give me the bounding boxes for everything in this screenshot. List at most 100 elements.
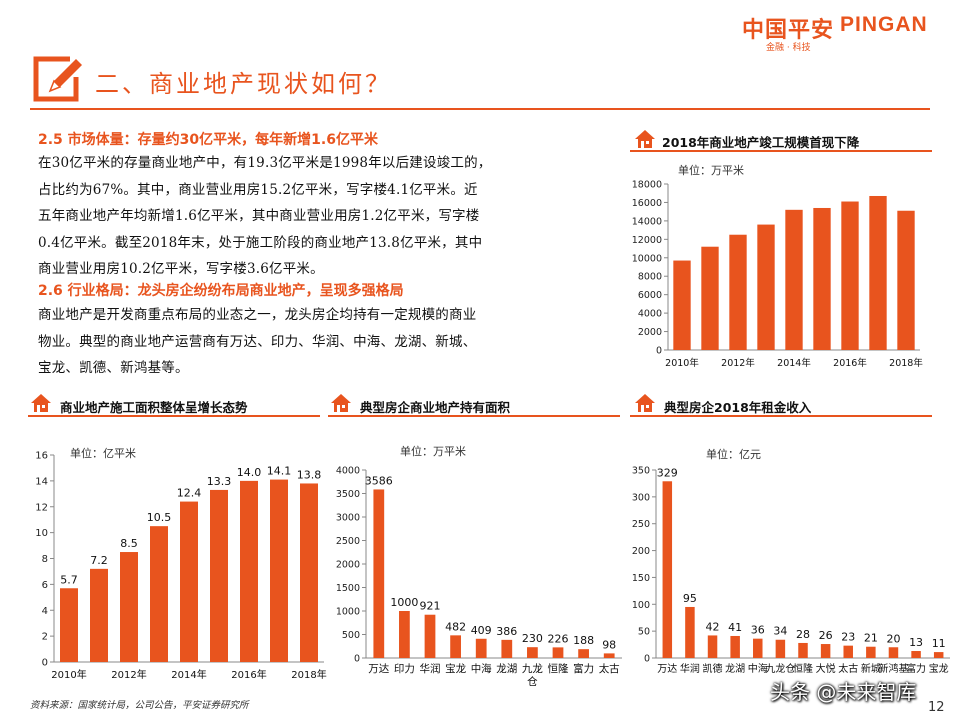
chart-title-divider xyxy=(28,415,320,417)
house-icon xyxy=(331,394,351,412)
y-tick-label: 0 xyxy=(42,658,48,669)
y-tick-label: 1500 xyxy=(336,583,360,594)
bar xyxy=(685,606,695,658)
x-tick-label: 万达 xyxy=(657,663,677,675)
y-tick-label: 3000 xyxy=(336,513,360,524)
bar xyxy=(673,260,691,350)
paragraph-line: 占比约为67%。其中，商业营业用房15.2亿平米，写字楼4.1亿平米。近 xyxy=(38,181,478,198)
paragraph-line: 在30亿平米的存量商业地产中，有19.3亿平米是1998年以后建设竣工的， xyxy=(38,155,492,171)
y-tick-label: 150 xyxy=(632,573,650,584)
data-label: 329 xyxy=(657,466,678,479)
x-tick-label: 新鸿基 xyxy=(878,662,908,675)
y-tick-label: 16 xyxy=(35,451,48,462)
bar xyxy=(240,480,258,662)
x-tick-label: 2016年 xyxy=(231,668,266,681)
data-label: 36 xyxy=(751,624,765,637)
source-note: 资料来源：国家统计局，公司公告，平安证券研究所 xyxy=(30,700,249,711)
bar xyxy=(813,207,831,350)
bar xyxy=(501,639,513,658)
y-tick-label: 3500 xyxy=(336,489,360,500)
x-tick-label: 龙湖 xyxy=(725,662,745,675)
x-tick-label: 2018年 xyxy=(291,668,326,681)
bar xyxy=(866,646,876,658)
paragraph-line: 五年商业地产年均新增1.6亿平米，其中商业营业用房1.2亿平米，写字楼 xyxy=(38,208,480,224)
chart-construction: 0 2 4 6 8 10 12 14 16 5.7 7.2 8.5 10.5 12.4 13.3 14.0 14… xyxy=(35,451,326,682)
data-label: 42 xyxy=(706,620,720,633)
chart-title-holdings: 典型房企商业地产持有面积 xyxy=(360,400,511,415)
bar xyxy=(820,644,831,658)
bar xyxy=(707,635,718,658)
y-tick-label: 1000 xyxy=(336,607,360,618)
logo-cn: 中国平安 xyxy=(742,18,835,43)
bar xyxy=(730,635,740,658)
data-label: 230 xyxy=(522,632,543,645)
data-label: 13.8 xyxy=(297,468,322,481)
chart-title-completion: 2018年商业地产竣工规模首现下降 xyxy=(662,135,860,150)
chart-title-divider xyxy=(630,415,932,417)
bar xyxy=(270,479,288,662)
data-label: 188 xyxy=(573,634,594,647)
x-tick-label: 印力 xyxy=(394,662,415,675)
data-label: 482 xyxy=(445,620,466,633)
bar xyxy=(552,647,564,658)
x-tick-label: 新城 xyxy=(861,662,881,675)
chart-rent: 0 50 100 150 200 250 300 350 329 95 42 41 36 34 28 26 23… xyxy=(632,466,950,675)
chart-completion: 0 2000 4000 6000 8000 10000 12000 14000 16000 180… xyxy=(632,180,924,370)
x-tick-label: 2014年 xyxy=(777,357,811,369)
data-label: 26 xyxy=(819,629,833,642)
data-label: 14.0 xyxy=(237,466,262,479)
bar xyxy=(90,568,108,662)
bar xyxy=(729,234,747,350)
pencil-box-icon xyxy=(33,56,82,102)
y-tick-label: 250 xyxy=(632,519,650,530)
bar xyxy=(701,246,719,350)
x-tick-label: 恒隆 xyxy=(548,662,569,675)
bar xyxy=(911,651,921,658)
y-tick-label: 18000 xyxy=(632,180,662,191)
data-label: 921 xyxy=(420,600,441,613)
bar xyxy=(775,639,786,658)
y-tick-label: 4000 xyxy=(638,309,662,320)
x-tick-label: 太古 xyxy=(599,662,620,675)
x-tick-label: 2012年 xyxy=(721,357,755,369)
y-tick-label: 10 xyxy=(35,528,48,539)
data-label: 226 xyxy=(548,632,569,645)
paragraph-line: 宝龙、凯德、新鸿基等。 xyxy=(38,360,189,376)
bar xyxy=(578,649,589,658)
y-tick-label: 2 xyxy=(42,632,48,643)
bar xyxy=(300,483,318,662)
data-label: 3586 xyxy=(365,474,393,487)
x-tick-label: 恒隆 xyxy=(793,662,813,675)
data-label: 386 xyxy=(496,625,517,638)
data-label: 28 xyxy=(796,628,810,641)
bar xyxy=(869,195,887,350)
bar xyxy=(373,489,385,658)
x-tick-label: 宝龙 xyxy=(929,662,949,675)
y-tick-label: 16000 xyxy=(632,198,662,209)
data-label: 13 xyxy=(909,636,923,649)
data-label: 23 xyxy=(841,631,855,644)
bar xyxy=(210,489,228,662)
unit-label: 单位：亿元 xyxy=(706,448,761,461)
y-tick-label: 12000 xyxy=(632,235,662,246)
bar xyxy=(897,210,915,350)
y-tick-label: 350 xyxy=(632,466,650,477)
unit-label: 单位：万平米 xyxy=(400,445,466,458)
data-label: 7.2 xyxy=(90,554,108,567)
x-tick-label: 九龙 xyxy=(522,662,543,675)
bar xyxy=(888,647,899,658)
y-tick-label: 50 xyxy=(638,627,650,638)
logo-en: PINGAN xyxy=(840,13,928,36)
x-tick-label: 凯德 xyxy=(703,662,723,675)
bar xyxy=(475,638,487,658)
x-tick-label: 太古 xyxy=(838,662,858,675)
house-icon xyxy=(635,394,655,412)
unit-label: 单位：亿平米 xyxy=(70,447,136,460)
y-tick-label: 12 xyxy=(35,502,48,513)
title-divider xyxy=(30,108,930,110)
y-tick-label: 100 xyxy=(632,600,650,611)
x-tick-label: 中海 xyxy=(471,662,492,675)
page-number: 12 xyxy=(928,700,945,715)
bar xyxy=(798,642,808,658)
bar xyxy=(399,611,410,658)
